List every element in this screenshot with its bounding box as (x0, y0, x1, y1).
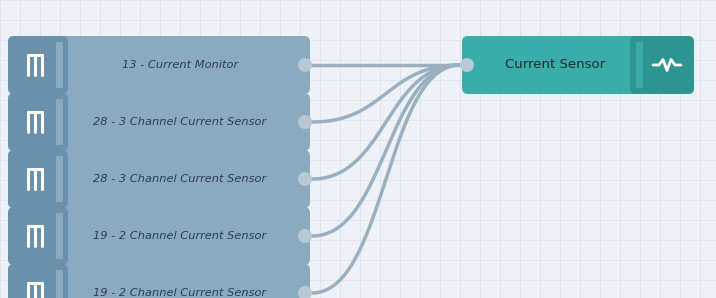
FancyBboxPatch shape (8, 150, 310, 208)
FancyBboxPatch shape (8, 36, 68, 94)
FancyBboxPatch shape (8, 207, 310, 265)
FancyBboxPatch shape (8, 207, 68, 265)
Circle shape (298, 115, 312, 129)
Text: 19 - 2 Channel Current Sensor: 19 - 2 Channel Current Sensor (93, 231, 266, 241)
Text: Current Sensor: Current Sensor (505, 58, 605, 72)
Circle shape (298, 286, 312, 298)
FancyBboxPatch shape (630, 36, 694, 94)
Circle shape (298, 58, 312, 72)
FancyBboxPatch shape (8, 93, 68, 151)
FancyBboxPatch shape (8, 150, 68, 208)
FancyBboxPatch shape (8, 264, 68, 298)
FancyBboxPatch shape (8, 264, 310, 298)
FancyBboxPatch shape (8, 93, 310, 151)
Text: 28 - 3 Channel Current Sensor: 28 - 3 Channel Current Sensor (93, 117, 266, 127)
FancyBboxPatch shape (56, 270, 63, 298)
FancyBboxPatch shape (56, 156, 63, 202)
Circle shape (460, 58, 474, 72)
Text: 19 - 2 Channel Current Sensor: 19 - 2 Channel Current Sensor (93, 288, 266, 298)
FancyBboxPatch shape (56, 213, 63, 259)
Circle shape (298, 172, 312, 186)
FancyBboxPatch shape (636, 42, 643, 88)
FancyBboxPatch shape (56, 42, 63, 88)
Text: 28 - 3 Channel Current Sensor: 28 - 3 Channel Current Sensor (93, 174, 266, 184)
Circle shape (298, 229, 312, 243)
FancyBboxPatch shape (56, 99, 63, 145)
FancyBboxPatch shape (462, 36, 694, 94)
Text: 13 - Current Monitor: 13 - Current Monitor (122, 60, 238, 70)
FancyBboxPatch shape (8, 36, 310, 94)
